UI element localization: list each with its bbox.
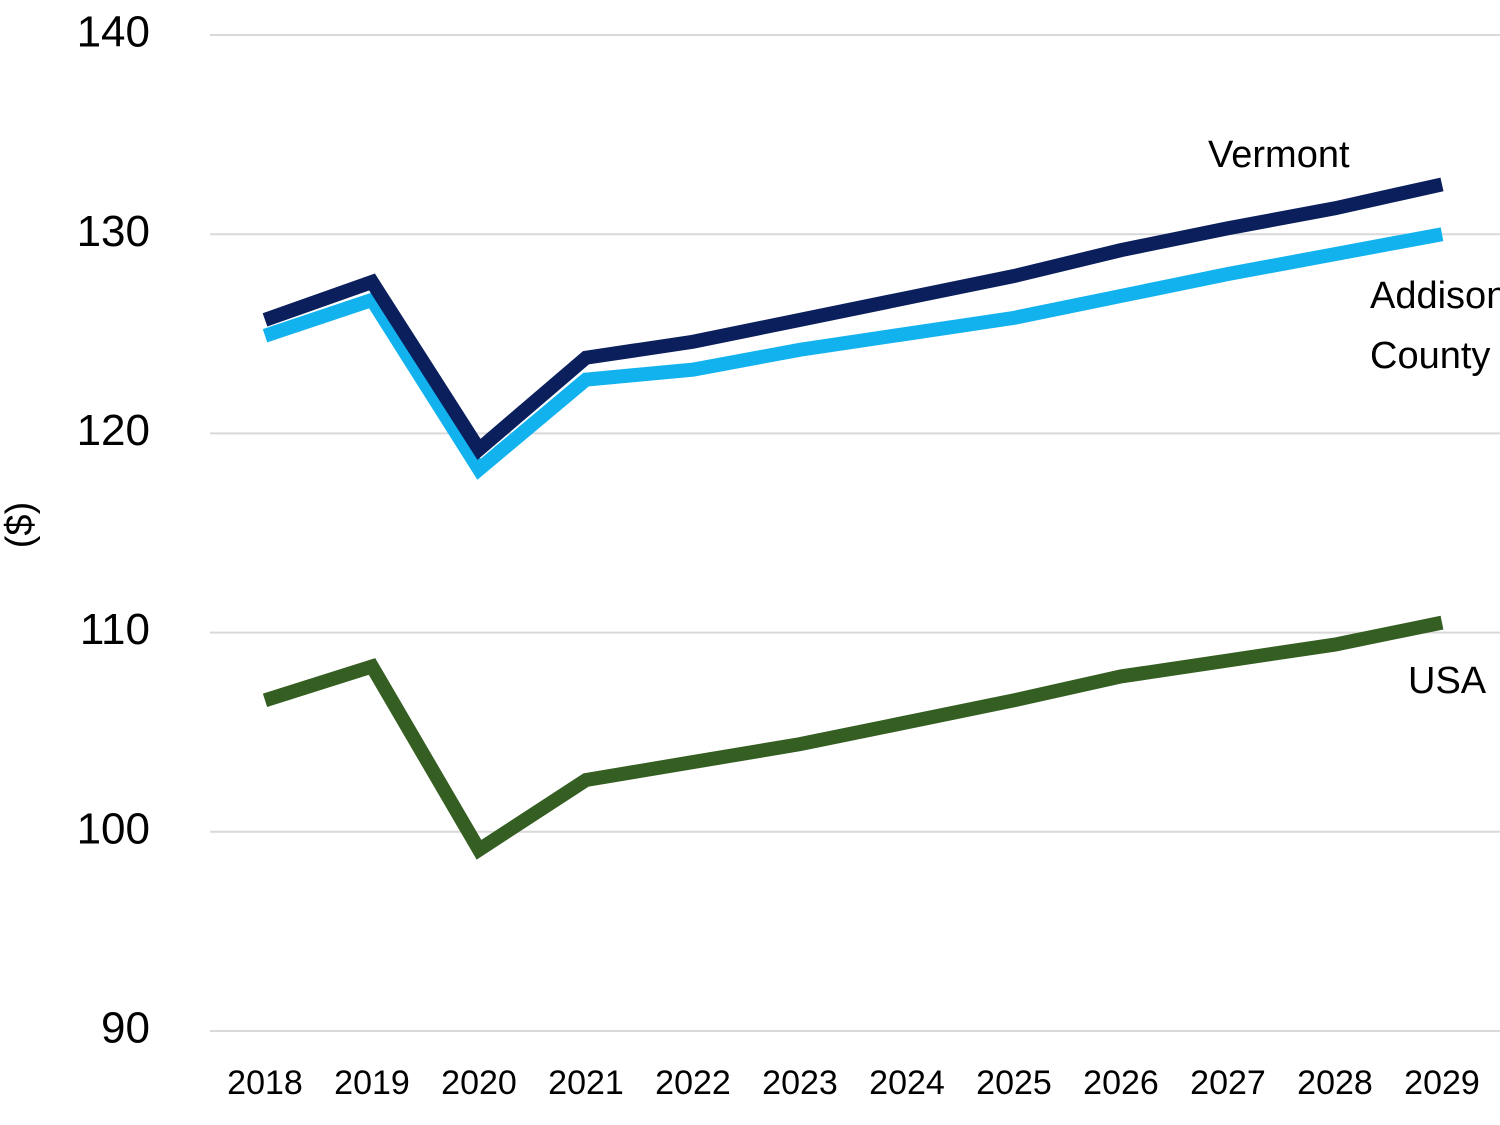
y-tick-label: 110 xyxy=(80,605,150,654)
y-tick-label: 90 xyxy=(101,1004,150,1053)
x-tick-label: 2024 xyxy=(869,1064,945,1102)
x-tick-label: 2023 xyxy=(762,1064,838,1102)
x-tick-label: 2020 xyxy=(441,1064,517,1102)
x-tick-label: 2018 xyxy=(227,1064,303,1102)
series-line xyxy=(262,177,1444,460)
series-label: Addison County xyxy=(1370,275,1500,377)
y-tick-label: 100 xyxy=(77,804,150,853)
x-tick-label: 2026 xyxy=(1083,1064,1159,1102)
y-tick-label: 140 xyxy=(77,8,150,57)
y-tick-label: 130 xyxy=(77,207,150,256)
x-tick-label: 2029 xyxy=(1404,1064,1480,1102)
y-axis-label: ($) xyxy=(0,502,41,548)
x-tick-label: 2027 xyxy=(1190,1064,1266,1102)
series-line xyxy=(262,227,1444,480)
y-tick-label: 120 xyxy=(77,406,150,455)
x-tick-label: 2025 xyxy=(976,1064,1052,1102)
series-line xyxy=(262,615,1444,860)
series-label: USA xyxy=(1408,660,1487,702)
x-tick-label: 2019 xyxy=(334,1064,410,1102)
series-label: Vermont xyxy=(1208,134,1350,176)
x-tick-label: 2021 xyxy=(548,1064,624,1102)
x-tick-label: 2022 xyxy=(655,1064,731,1102)
x-tick-label: 2028 xyxy=(1297,1064,1373,1102)
